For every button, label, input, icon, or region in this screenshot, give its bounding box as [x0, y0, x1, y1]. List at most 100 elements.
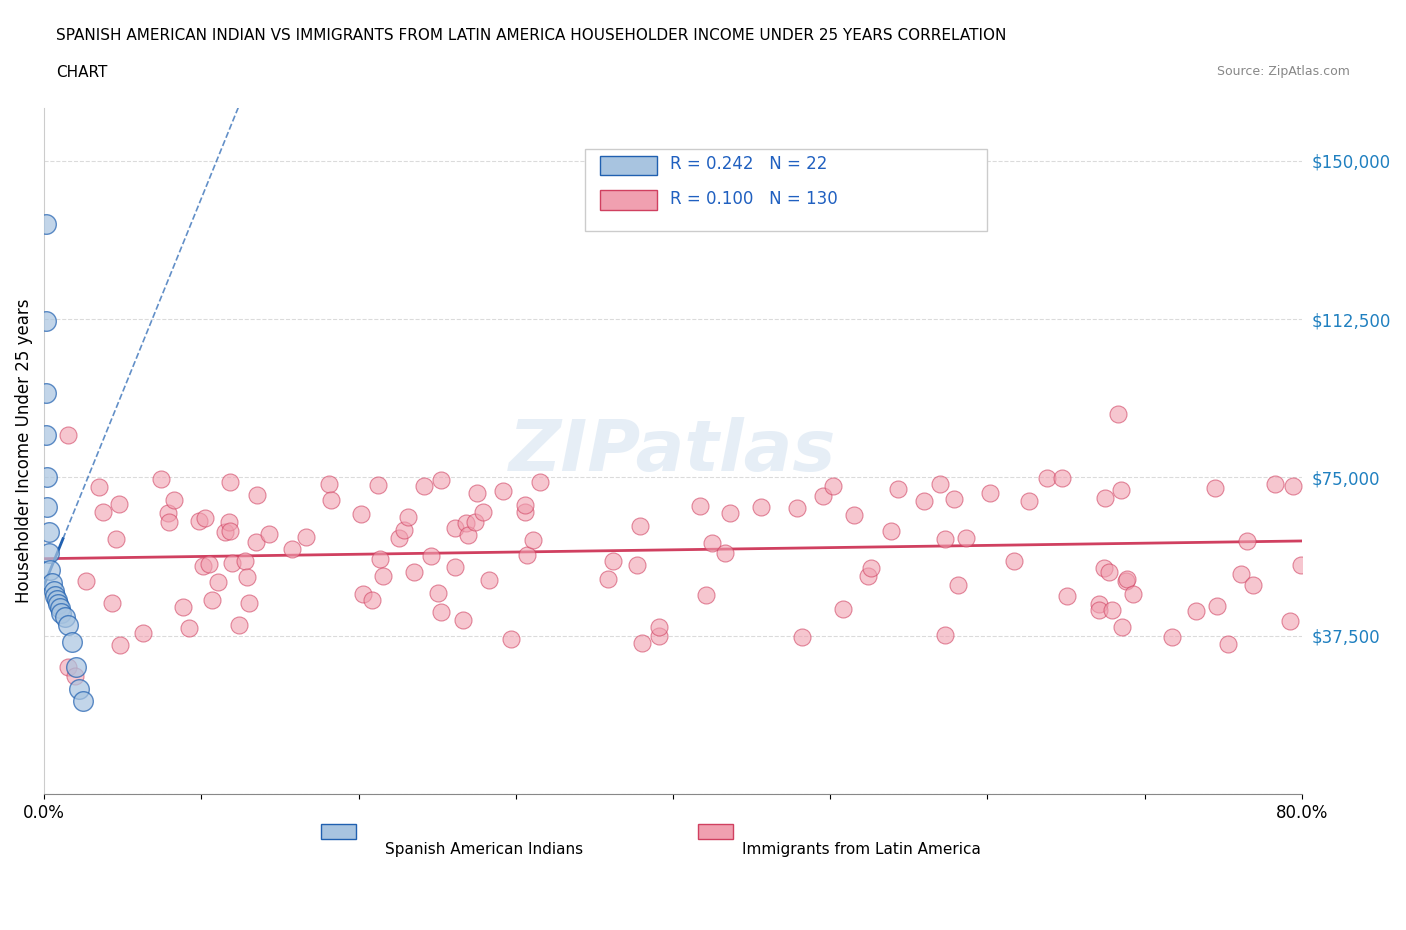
Point: [218, 475, 240, 490]
Point: [1115, 574, 1137, 589]
FancyBboxPatch shape: [585, 149, 987, 232]
Point: [56, 618, 79, 632]
Point: [157, 505, 180, 520]
Point: [38, 546, 60, 561]
Point: [1289, 558, 1312, 573]
Point: [191, 559, 214, 574]
Point: [831, 602, 853, 617]
Point: [1185, 604, 1208, 618]
Point: [451, 613, 474, 628]
Point: [187, 513, 209, 528]
Point: [108, 496, 131, 511]
Point: [955, 531, 977, 546]
FancyBboxPatch shape: [600, 191, 657, 209]
Point: [1018, 494, 1040, 509]
Point: [456, 515, 478, 530]
Point: [245, 535, 267, 550]
Point: [429, 604, 451, 619]
Point: [648, 619, 671, 634]
Point: [37, 499, 59, 514]
FancyBboxPatch shape: [600, 156, 657, 175]
Point: [598, 572, 620, 587]
Point: [444, 520, 467, 535]
Text: SPANISH AMERICAN INDIAN VS IMMIGRANTS FROM LATIN AMERICA HOUSEHOLDER INCOME UNDE: SPANISH AMERICAN INDIAN VS IMMIGRANTS FR…: [56, 28, 1007, 43]
Point: [46, 597, 69, 612]
Point: [150, 472, 173, 486]
Point: [516, 548, 538, 563]
Point: [38, 525, 60, 539]
Point: [238, 596, 260, 611]
Point: [689, 498, 711, 513]
Point: [207, 575, 229, 590]
FancyBboxPatch shape: [321, 824, 356, 839]
Point: [695, 587, 717, 602]
Text: R = 0.242   N = 22: R = 0.242 N = 22: [671, 155, 828, 173]
Point: [1092, 560, 1115, 575]
Point: [491, 483, 513, 498]
Point: [236, 570, 259, 585]
Point: [790, 630, 813, 644]
Point: [420, 549, 443, 564]
Text: R = 0.100   N = 130: R = 0.100 N = 130: [671, 190, 838, 207]
Point: [1088, 602, 1111, 617]
Point: [172, 600, 194, 615]
Point: [1206, 598, 1229, 613]
Point: [67, 681, 90, 696]
Point: [194, 511, 217, 525]
Point: [934, 532, 956, 547]
Point: [465, 485, 488, 500]
Point: [388, 531, 411, 546]
Point: [1036, 471, 1059, 485]
Point: [42, 584, 65, 599]
Point: [75, 574, 97, 589]
Point: [179, 621, 201, 636]
Point: [444, 560, 467, 575]
Point: [823, 478, 845, 493]
Point: [1101, 603, 1123, 618]
Point: [1204, 481, 1226, 496]
Point: [49, 601, 72, 616]
Point: [34, 428, 56, 443]
Point: [513, 498, 536, 512]
Point: [295, 529, 318, 544]
Point: [34, 386, 56, 401]
Point: [108, 638, 131, 653]
Point: [398, 509, 420, 524]
Point: [159, 514, 181, 529]
Point: [198, 557, 221, 572]
Point: [457, 527, 479, 542]
Point: [1111, 619, 1133, 634]
Point: [1236, 534, 1258, 549]
Point: [350, 507, 373, 522]
Point: [714, 545, 737, 560]
Point: [257, 526, 280, 541]
Point: [631, 636, 654, 651]
Point: [513, 505, 536, 520]
Point: [1241, 578, 1264, 592]
Point: [1098, 565, 1121, 579]
Point: [1107, 406, 1129, 421]
Point: [946, 578, 969, 592]
Point: [318, 476, 340, 491]
Point: [1216, 636, 1239, 651]
Point: [1161, 630, 1184, 644]
Point: [53, 609, 76, 624]
Point: [928, 477, 950, 492]
Point: [89, 479, 111, 494]
Point: [392, 523, 415, 538]
Point: [718, 506, 741, 521]
Text: Immigrants from Latin America: Immigrants from Latin America: [742, 842, 981, 857]
Point: [319, 493, 342, 508]
Point: [214, 525, 236, 539]
Point: [56, 660, 79, 675]
Point: [65, 660, 87, 675]
Point: [626, 558, 648, 573]
Text: Source: ZipAtlas.com: Source: ZipAtlas.com: [1216, 65, 1350, 78]
Point: [402, 565, 425, 579]
Point: [602, 554, 624, 569]
Point: [233, 553, 256, 568]
Point: [880, 524, 903, 538]
Point: [1279, 613, 1302, 628]
Point: [472, 505, 495, 520]
Point: [228, 618, 250, 632]
